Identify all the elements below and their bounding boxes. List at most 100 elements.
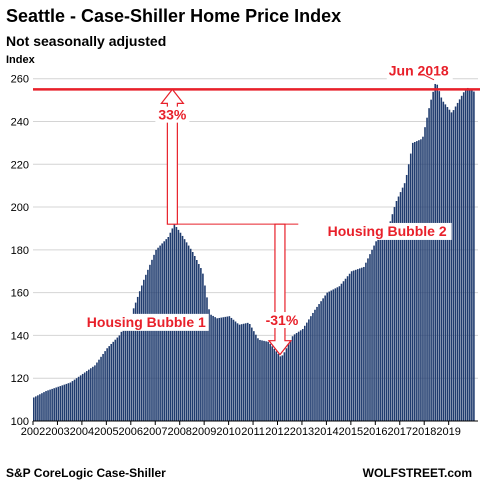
bar <box>428 108 430 422</box>
bar <box>361 267 363 421</box>
bar <box>88 369 90 421</box>
bar <box>147 269 149 421</box>
axes: 100 120 140 160 180 200 220 240 260 Index 2002 2003… <box>6 54 478 438</box>
bar <box>275 351 278 421</box>
x-tick-label: 2007 <box>143 426 167 438</box>
bar <box>208 309 210 421</box>
bar <box>69 382 72 421</box>
bar <box>387 228 390 421</box>
bar <box>375 241 377 421</box>
bar <box>220 317 223 421</box>
bar <box>106 348 108 421</box>
bar <box>381 234 384 421</box>
bar <box>41 393 43 421</box>
bar <box>191 251 194 421</box>
bar <box>218 317 221 421</box>
bar <box>53 388 55 421</box>
bar <box>118 335 121 421</box>
bar <box>393 207 396 421</box>
bar <box>462 92 465 421</box>
x-tick-label: 2003 <box>45 426 69 438</box>
x-tick-label: 2011 <box>241 426 265 438</box>
x-tick-label: 2015 <box>339 426 363 438</box>
bar <box>73 379 76 421</box>
bar <box>212 315 214 421</box>
bar <box>314 309 316 421</box>
bar <box>259 339 261 421</box>
bar-series <box>33 83 475 422</box>
bar <box>49 389 51 421</box>
bar <box>436 84 439 421</box>
bar <box>236 323 239 421</box>
bar <box>90 368 92 421</box>
bar <box>291 336 294 421</box>
bar <box>312 312 314 421</box>
up-arrow-label-bg <box>155 106 190 123</box>
bar <box>214 317 216 421</box>
bar <box>432 91 434 421</box>
bar <box>79 375 82 421</box>
bar <box>283 352 286 421</box>
bar <box>328 291 331 421</box>
bar <box>354 269 357 421</box>
bubble-2-label-bg <box>325 222 452 240</box>
x-tick-label: 2017 <box>388 426 412 438</box>
bar <box>92 366 94 421</box>
bar <box>281 355 284 421</box>
bar <box>45 391 47 421</box>
bar <box>251 327 253 421</box>
bar <box>397 196 400 421</box>
bar <box>163 241 165 421</box>
y-tick-label: 160 <box>11 288 29 300</box>
bar <box>424 127 426 421</box>
bar <box>405 174 408 421</box>
bar <box>301 329 304 421</box>
bar <box>202 273 204 421</box>
bar <box>138 291 141 421</box>
y-tick-label: 220 <box>11 159 29 171</box>
bar <box>234 321 237 421</box>
bar <box>318 304 320 421</box>
bar <box>344 278 347 421</box>
bar <box>356 269 359 421</box>
bar <box>389 221 392 421</box>
bar <box>471 90 473 421</box>
bar <box>334 288 337 421</box>
bar <box>401 187 404 421</box>
bar <box>303 325 306 421</box>
bar <box>124 324 127 421</box>
bar <box>242 323 245 421</box>
bar <box>446 107 449 421</box>
y-axis-label: Index <box>6 54 36 66</box>
bar <box>100 356 102 421</box>
bar <box>352 270 355 421</box>
bar <box>407 164 410 421</box>
bar <box>126 321 129 421</box>
bar <box>151 259 153 421</box>
bar <box>216 318 218 421</box>
bar <box>81 373 84 421</box>
bar <box>263 340 265 421</box>
bar <box>128 317 131 421</box>
bar <box>185 242 188 421</box>
bar <box>273 348 276 421</box>
bar <box>51 388 53 421</box>
bar <box>310 316 312 421</box>
peak-label-bg <box>386 62 453 80</box>
bar <box>120 331 123 421</box>
bar <box>442 101 445 421</box>
bar <box>464 88 467 422</box>
bar <box>287 344 290 421</box>
bar <box>342 281 345 421</box>
x-tick-label: 2012 <box>265 426 289 438</box>
bar <box>289 340 292 421</box>
bar <box>257 338 259 421</box>
bar <box>267 341 269 421</box>
bar <box>75 378 78 421</box>
bar <box>102 353 104 421</box>
bar <box>306 322 308 421</box>
bar <box>248 324 251 421</box>
bar <box>140 285 143 421</box>
bar <box>369 254 371 421</box>
